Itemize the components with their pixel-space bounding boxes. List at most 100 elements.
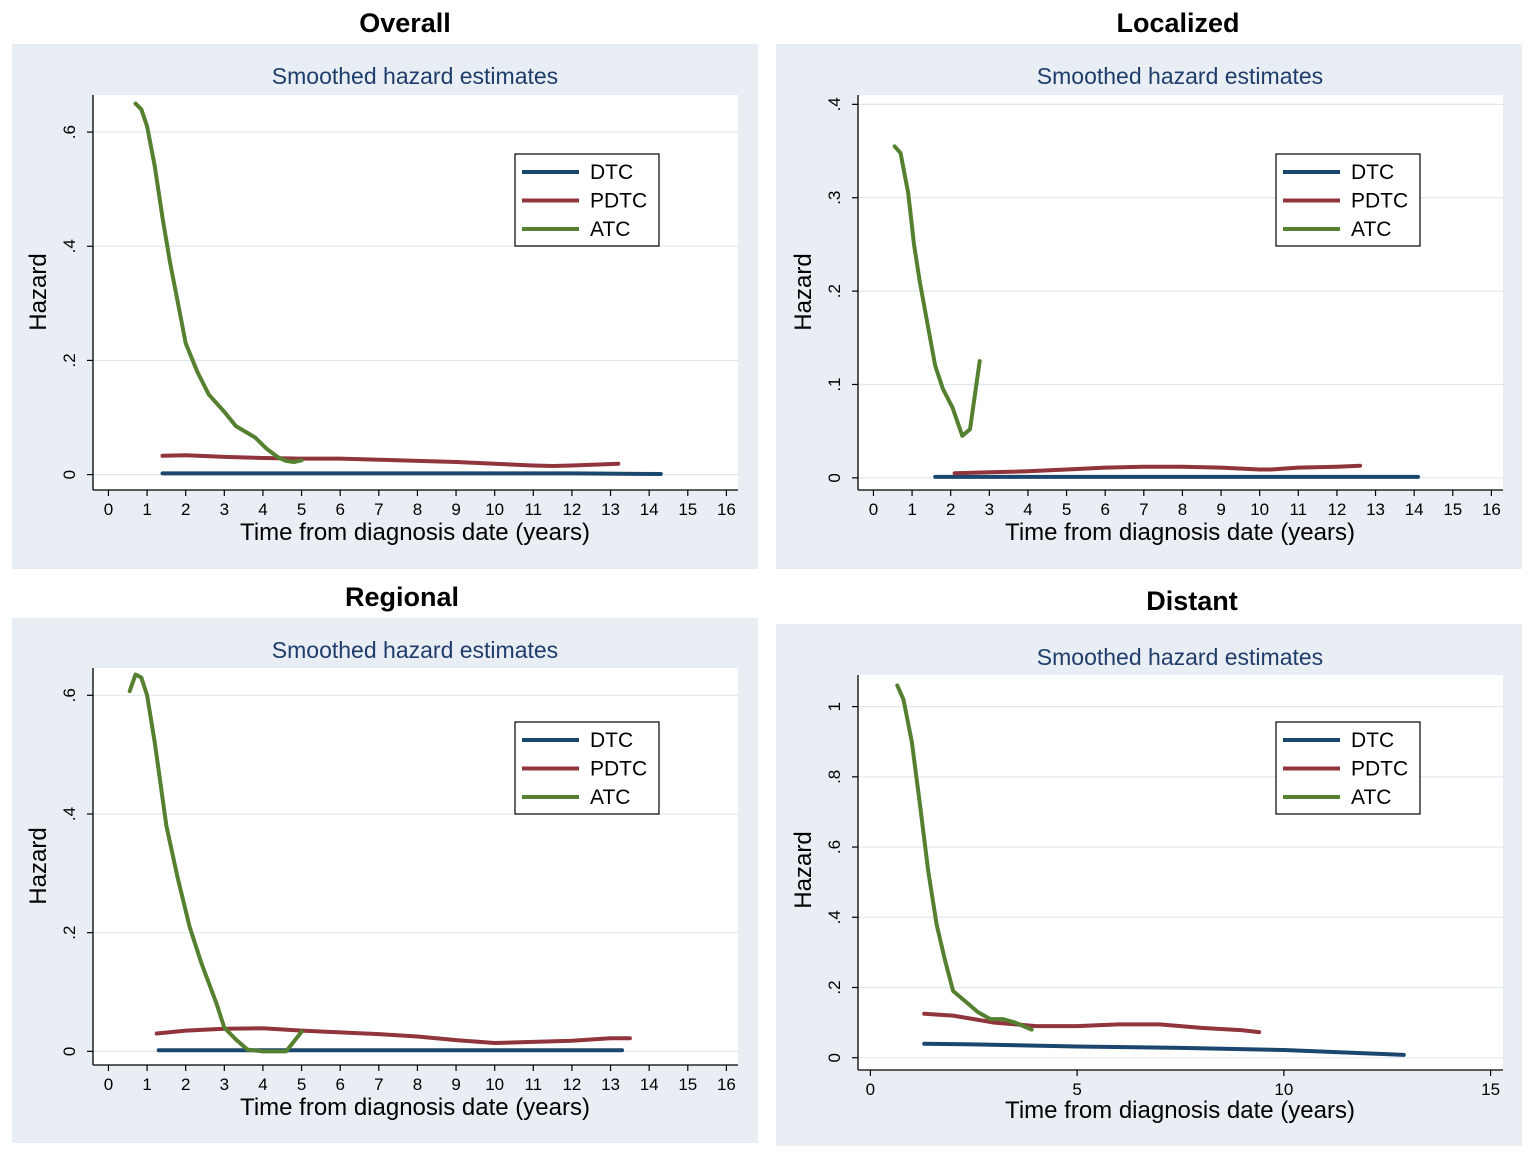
x-tick-label: 13 (601, 500, 620, 519)
x-tick-label: 8 (413, 1075, 422, 1094)
series-line-dtc (160, 471, 663, 476)
chart-subtitle: Smoothed hazard estimates (1037, 63, 1323, 89)
x-tick-label: 5 (297, 500, 306, 519)
x-tick-label: 1 (907, 500, 916, 519)
x-tick-label: 5 (1062, 500, 1071, 519)
legend: DTC PDTC ATC (1275, 721, 1421, 815)
x-axis-label: Time from diagnosis date (years) (240, 1094, 590, 1121)
x-tick-label: 0 (869, 500, 878, 519)
legend-label-dtc: DTC (1351, 729, 1394, 752)
series-line-dtc (922, 1041, 1406, 1057)
series-line-atc (895, 683, 1034, 1032)
x-tick-label: 15 (678, 1075, 697, 1094)
legend: DTC PDTC ATC (514, 721, 660, 815)
series-line-pdtc (952, 463, 1363, 476)
chart-subtitle: Smoothed hazard estimates (272, 63, 558, 89)
x-tick-label: 10 (1250, 500, 1269, 519)
panel-title: Overall (359, 8, 451, 38)
panel-title: Localized (1116, 8, 1239, 38)
x-tick-label: 6 (335, 500, 344, 519)
y-tick-label: .6 (60, 125, 79, 139)
y-tick-label: .4 (60, 239, 79, 253)
x-tick-label: 13 (601, 1075, 620, 1094)
y-tick-label: 0 (60, 470, 79, 479)
y-axis-label: Hazard (790, 253, 817, 330)
x-tick-label: 16 (1482, 500, 1501, 519)
x-tick-label: 8 (413, 500, 422, 519)
legend-label-atc: ATC (590, 786, 630, 809)
y-axis-label: Hazard (790, 831, 817, 908)
legend-label-atc: ATC (1351, 786, 1391, 809)
x-tick-label: 8 (1178, 500, 1187, 519)
y-tick-label: .4 (825, 97, 844, 111)
legend-label-dtc: DTC (1351, 161, 1394, 184)
x-tick-label: 15 (1481, 1080, 1500, 1099)
legend-label-pdtc: PDTC (1351, 190, 1408, 213)
x-axis-label: Time from diagnosis date (years) (240, 519, 590, 546)
x-tick-label: 1 (142, 500, 151, 519)
x-tick-label: 13 (1366, 500, 1385, 519)
series-line-atc (892, 144, 982, 438)
y-tick-label: 0 (825, 1053, 844, 1062)
y-axis-label: Hazard (25, 827, 52, 904)
x-tick-label: 6 (1100, 500, 1109, 519)
y-tick-label: .2 (60, 353, 79, 367)
x-tick-label: 11 (1289, 500, 1307, 519)
x-tick-label: 2 (181, 500, 190, 519)
series-line-pdtc (160, 453, 621, 468)
y-tick-label: 0 (825, 473, 844, 482)
series-line-pdtc (922, 1011, 1262, 1035)
series-line-atc (127, 672, 304, 1054)
x-tick-label: 14 (1405, 500, 1424, 519)
y-tick-label: .6 (825, 840, 844, 854)
chart-subtitle: Smoothed hazard estimates (1037, 644, 1323, 670)
y-tick-label: .2 (825, 980, 844, 994)
legend-label-dtc: DTC (590, 161, 633, 184)
x-tick-label: 3 (220, 500, 229, 519)
chart-subtitle: Smoothed hazard estimates (272, 637, 558, 663)
y-axis-label: Hazard (25, 253, 52, 330)
y-tick-label: .4 (60, 807, 79, 821)
x-tick-label: 7 (1139, 500, 1148, 519)
x-axis-label: Time from diagnosis date (years) (1005, 1097, 1355, 1124)
y-tick-label: 1 (825, 702, 844, 711)
x-tick-label: 10 (485, 1075, 504, 1094)
legend: DTC PDTC ATC (1275, 153, 1421, 247)
x-tick-label: 12 (562, 1075, 581, 1094)
x-tick-label: 12 (562, 500, 581, 519)
x-tick-label: 15 (1443, 500, 1462, 519)
x-tick-label: 5 (297, 1075, 306, 1094)
series-line-pdtc (154, 1026, 632, 1045)
x-tick-label: 6 (335, 1075, 344, 1094)
x-tick-label: 14 (640, 500, 659, 519)
legend-label-pdtc: PDTC (590, 758, 647, 781)
x-tick-label: 9 (451, 1075, 460, 1094)
x-tick-label: 1 (142, 1075, 151, 1094)
distant-panel: Distant Smoothed hazard estimates 0 5 10 15 0.… (776, 586, 1522, 1146)
legend-label-dtc: DTC (590, 729, 633, 752)
x-tick-label: 11 (524, 1075, 542, 1094)
y-tick-label: 0 (60, 1047, 79, 1056)
y-tick-label: .1 (825, 377, 844, 391)
x-tick-label: 4 (258, 1075, 267, 1094)
x-tick-label: 9 (1216, 500, 1225, 519)
x-tick-label: 0 (104, 500, 113, 519)
x-tick-label: 5 (1072, 1080, 1081, 1099)
panel-title: Regional (345, 582, 459, 612)
x-tick-label: 0 (104, 1075, 113, 1094)
y-tick-label: .4 (825, 910, 844, 924)
x-tick-label: 0 (866, 1080, 875, 1099)
x-tick-label: 14 (640, 1075, 659, 1094)
x-tick-label: 7 (374, 500, 383, 519)
x-tick-label: 2 (946, 500, 955, 519)
y-tick-label: .6 (60, 688, 79, 702)
x-axis-label: Time from diagnosis date (years) (1005, 519, 1355, 546)
panel-title: Distant (1146, 586, 1238, 616)
x-tick-label: 7 (374, 1075, 383, 1094)
y-tick-label: .2 (60, 926, 79, 940)
x-tick-label: 10 (485, 500, 504, 519)
y-tick-label: .2 (825, 284, 844, 298)
x-tick-label: 4 (258, 500, 267, 519)
